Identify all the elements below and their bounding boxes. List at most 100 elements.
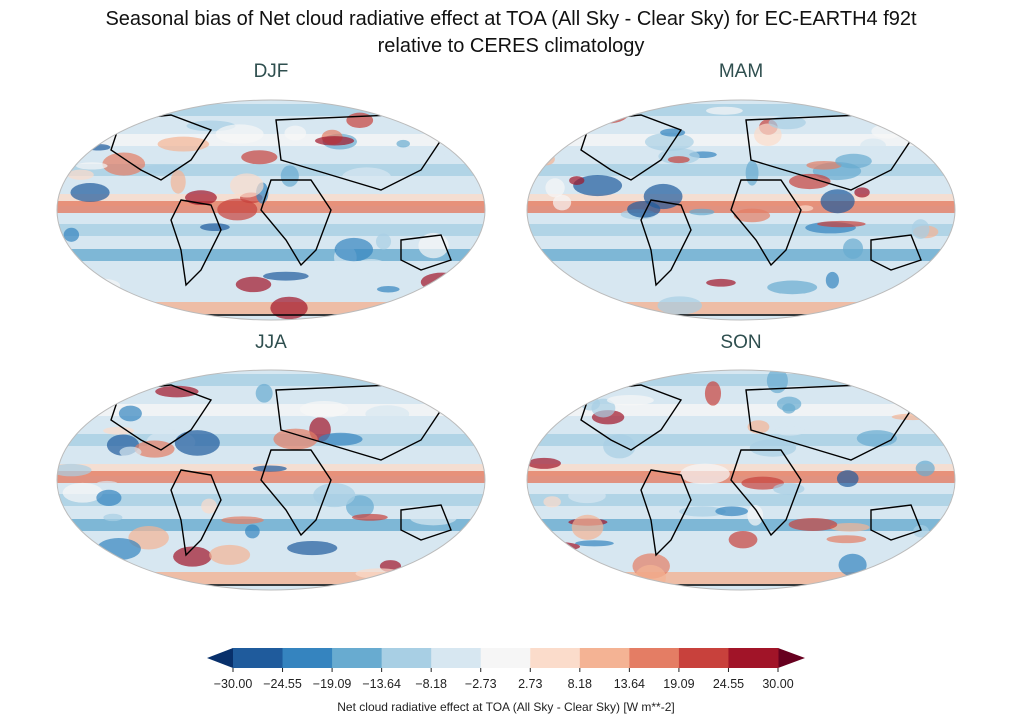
coastline — [100, 314, 442, 320]
colorbar-tick-label: −8.18 — [415, 677, 447, 691]
bias-patch — [103, 513, 123, 522]
bias-patch — [754, 123, 782, 147]
bias-patch — [704, 381, 722, 406]
bias-patch — [634, 564, 666, 590]
colorbar-tick-label: −13.64 — [362, 677, 401, 691]
colorbar: −30.00 −24.55 −19.09 −13.64 −8.18 −2.73 2.73 8.… — [207, 648, 805, 691]
map-panel-son: SON — [526, 332, 956, 591]
colorbar-bin — [480, 648, 531, 668]
bias-patch — [543, 496, 561, 508]
coastline — [870, 234, 922, 271]
bias-band — [57, 572, 485, 584]
bias-patch — [318, 432, 363, 446]
coastline — [260, 179, 332, 267]
bias-patch — [262, 271, 309, 281]
coastline — [570, 314, 912, 320]
bias-patch — [355, 568, 404, 579]
bias-patch — [667, 156, 690, 164]
colorbar-bin — [530, 648, 581, 668]
panel-title: MAM — [719, 61, 763, 82]
bias-patch — [438, 139, 468, 157]
bias-patch — [252, 465, 287, 472]
bias-patch — [606, 395, 654, 406]
colorbar-tick-label: 30.00 — [762, 677, 793, 691]
coastline — [640, 199, 692, 287]
bias-patch — [351, 513, 388, 521]
bias-patch — [528, 541, 580, 552]
bias-patch — [591, 398, 616, 418]
bias-patch — [66, 376, 88, 394]
bias-patch — [201, 498, 217, 514]
bias-patch — [907, 392, 953, 401]
bias-band — [527, 544, 955, 556]
bias-patch — [829, 522, 870, 532]
bias-patch — [241, 150, 278, 165]
bias-patch — [545, 178, 565, 198]
colorbar-tick-label: 13.64 — [614, 677, 645, 691]
colorbar-label: Net cloud radiative effect at TOA (All S… — [337, 700, 674, 714]
bias-patch — [766, 370, 788, 394]
bias-patch — [57, 386, 92, 412]
bias-patch — [585, 100, 631, 124]
bias-patch — [65, 293, 117, 303]
panel-title: DJF — [254, 61, 289, 82]
bias-patch — [96, 538, 141, 561]
bias-patch — [376, 286, 400, 293]
bias-patch — [745, 160, 759, 186]
colorbar-tick-label: 24.55 — [713, 677, 744, 691]
bias-band — [527, 134, 955, 146]
bias-band — [527, 224, 955, 236]
colorbar-tick-label: 8.18 — [568, 677, 592, 691]
bias-patch — [540, 530, 554, 547]
bias-patch — [346, 112, 374, 129]
map-boundary — [526, 99, 956, 321]
bias-patch — [217, 198, 258, 221]
bias-patch — [569, 176, 585, 185]
bias-patch — [299, 400, 349, 418]
bias-patch — [820, 189, 855, 214]
bias-patch — [741, 476, 784, 490]
bias-band — [57, 374, 485, 386]
bias-patch — [568, 488, 606, 504]
bias-patch — [102, 152, 146, 176]
map-boundary — [526, 369, 956, 591]
bias-patch — [689, 208, 715, 216]
bias-patch — [552, 194, 572, 211]
bias-patch — [410, 511, 457, 526]
colorbar-bin — [431, 648, 482, 668]
bias-patch — [396, 139, 410, 148]
bias-patch — [280, 165, 299, 187]
bias-patch — [355, 259, 388, 274]
bias-patch — [230, 173, 264, 198]
bias-patch — [854, 187, 870, 198]
colorbar-bin — [629, 648, 680, 668]
bias-band — [57, 201, 485, 213]
bias-patch — [313, 483, 356, 508]
colorbar-under-arrow — [207, 648, 233, 668]
bias-band — [527, 572, 955, 584]
bias-patch — [806, 160, 842, 170]
panel-title: SON — [720, 332, 761, 353]
coastline — [170, 469, 222, 557]
bias-patch — [728, 531, 758, 549]
bias-patch — [255, 383, 273, 403]
bias-patch — [452, 395, 483, 411]
bias-patch — [537, 152, 555, 166]
bias-patch — [173, 546, 212, 567]
bias-patch — [911, 219, 930, 239]
bias-patch — [287, 541, 338, 556]
bias-patch — [571, 514, 604, 540]
coastline — [730, 179, 802, 267]
bias-patch — [627, 201, 661, 218]
bias-patch — [270, 296, 308, 320]
bias-patch — [84, 295, 119, 315]
coastline — [730, 449, 802, 537]
bias-patch — [747, 505, 764, 526]
panel-title: JJA — [255, 332, 287, 353]
coastline — [100, 584, 442, 590]
bias-patch — [826, 535, 867, 544]
bias-band — [57, 224, 485, 236]
bias-patch — [67, 169, 94, 180]
coastline — [260, 449, 332, 537]
bias-band — [57, 274, 485, 286]
